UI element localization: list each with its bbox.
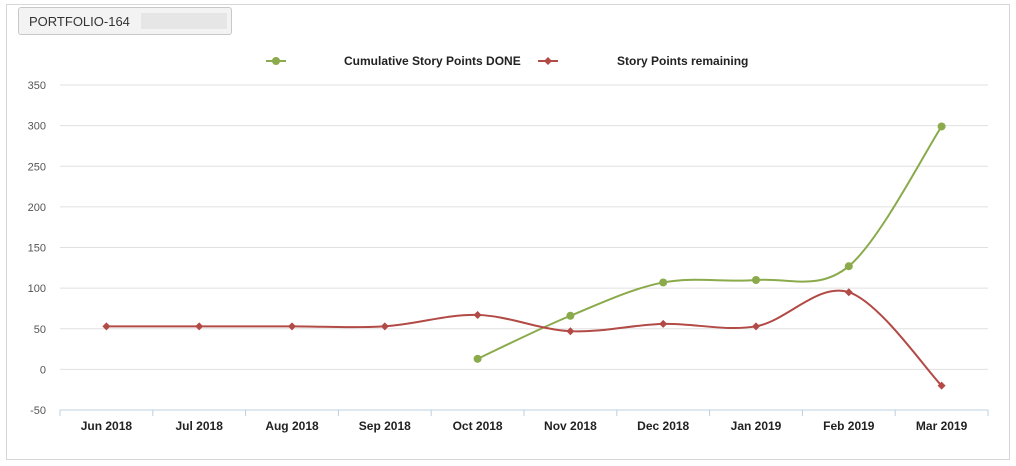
y-axis: -50 0 50 100 150 200 250 300 350 [28,80,46,417]
redacted-text [141,13,227,29]
y-tick-label: 100 [28,283,46,295]
legend-label[interactable]: Story Points remaining [617,54,748,68]
data-point[interactable] [752,322,760,331]
data-point[interactable] [380,322,389,331]
y-tick-label: 50 [34,324,46,336]
x-tick-label: Nov 2018 [544,419,597,433]
data-point[interactable] [473,354,482,363]
x-tick-label: Mar 2019 [916,419,968,433]
series-group [102,122,946,390]
data-point[interactable] [659,278,668,287]
series-line-1 [477,125,943,360]
data-point[interactable] [844,288,853,297]
data-point[interactable] [659,319,668,328]
data-point[interactable] [844,262,853,271]
x-axis: Jun 2018 Jul 2018 Aug 2018 Sep 2018 Oct 2018… [59,409,989,433]
data-point[interactable] [288,322,296,331]
series-line-2 [106,289,943,387]
y-tick-label: 150 [28,243,46,255]
x-tick-label: Aug 2018 [265,419,319,433]
x-tick-label: Feb 2019 [823,419,875,433]
x-tick-label: Dec 2018 [637,419,689,433]
gridlines [60,84,988,411]
data-point[interactable] [566,327,575,336]
data-point[interactable] [937,381,946,390]
x-tick-label: Sep 2018 [359,419,411,433]
portfolio-selector-label: PORTFOLIO-164 [29,14,130,29]
portfolio-selector[interactable]: PORTFOLIO-164 [18,7,232,35]
y-tick-label: 200 [28,202,46,214]
data-point[interactable] [937,122,946,131]
x-tick-label: Jul 2018 [176,419,224,433]
y-tick-label: 300 [28,121,46,133]
y-tick-label: 350 [28,80,46,92]
legend[interactable]: Cumulative Story Points DONE Story Points… [266,54,748,68]
data-point[interactable] [195,322,204,331]
y-tick-label: 250 [28,161,46,173]
chart-panel [6,4,1010,460]
x-tick-label: Oct 2018 [453,419,503,433]
y-tick-label: -50 [30,405,46,417]
legend-label[interactable]: Cumulative Story Points DONE [344,54,521,68]
data-point[interactable] [566,311,575,320]
x-tick-label: Jun 2018 [81,419,133,433]
y-tick-label: 0 [40,364,46,376]
legend-marker [272,57,280,65]
data-point[interactable] [473,310,482,319]
data-point[interactable] [752,276,760,284]
legend-marker [544,57,552,65]
data-point[interactable] [102,322,111,331]
x-tick-label: Jan 2019 [731,419,782,433]
